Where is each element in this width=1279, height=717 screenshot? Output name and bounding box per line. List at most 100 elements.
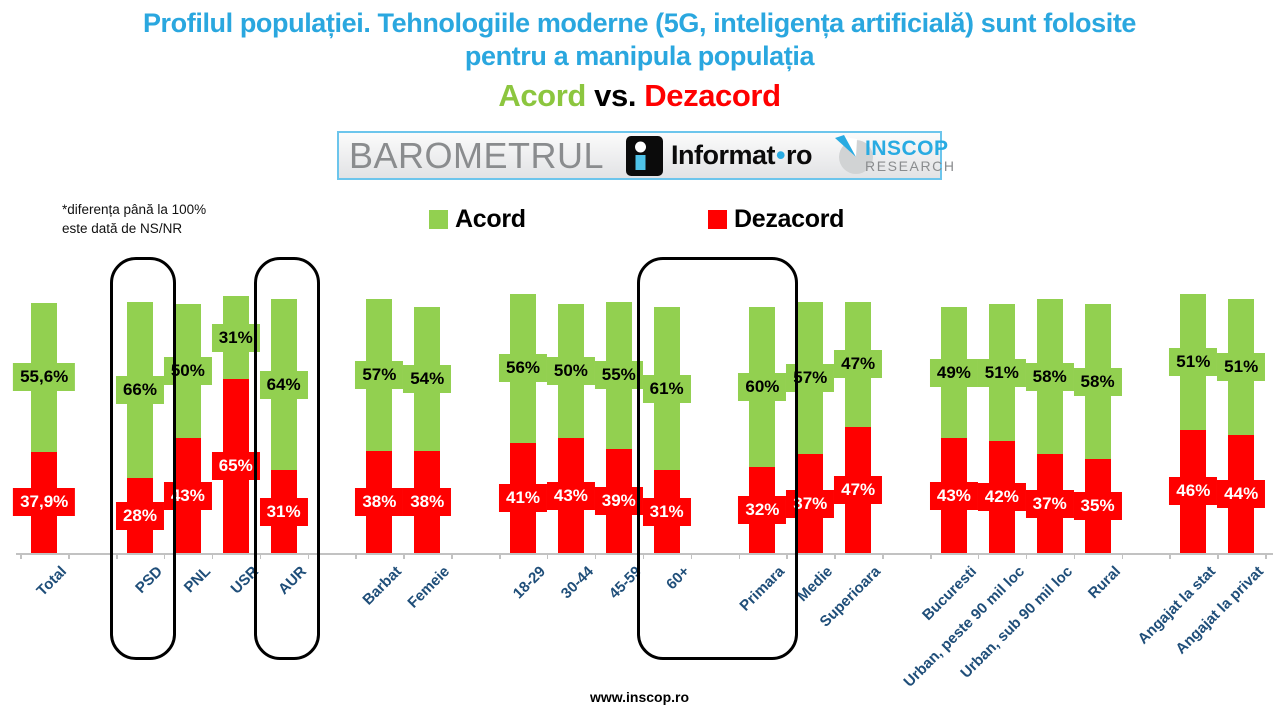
dezacord-value-label: 35% [1073,492,1122,521]
axis-tick [786,553,788,559]
acord-value-label: 60% [738,373,787,402]
dezacord-value-label: 32% [738,496,787,525]
dezacord-value-label: 47% [834,476,883,505]
dezacord-value-label: 43% [546,481,595,510]
acord-value-label: 61% [642,374,691,403]
footnote-line1: *diferența până la 100% [62,202,207,217]
axis-tick [1073,553,1076,559]
axis-tick [977,553,980,559]
dezacord-value-label: 38% [355,488,404,517]
axis-tick [499,553,501,559]
legend-item-acord: Acord [429,205,526,234]
informat-suffix: ro [785,140,813,170]
title-line1: Profilul populației. Tehnologiile modern… [142,8,1137,38]
axis-tick [68,553,70,559]
acord-value-label: 66% [115,375,164,404]
dezacord-value-label: 43% [163,481,212,510]
dezacord-value-label: 43% [929,481,978,510]
informat-i-icon [626,135,664,176]
acord-value-label: 55,6% [13,363,76,392]
informat-wordmark: Informat•ro [671,140,812,171]
dezacord-value-label: 28% [115,501,164,530]
axis-tick [1025,553,1028,559]
highlight-ring [110,257,176,660]
acord-value-label: 31% [211,323,260,352]
barometrul-logo: BAROMETRUL [349,134,605,176]
dezacord-value-label: 42% [977,482,1026,511]
axis-tick [211,553,214,559]
acord-value-label: 55% [594,361,643,390]
axis-tick [259,553,262,559]
dezacord-value-label: 31% [259,497,308,526]
axis-tick [1265,553,1267,559]
acord-value-label: 64% [259,370,308,399]
acord-value-label: 51% [977,358,1026,387]
acord-value-label: 51% [1169,347,1218,376]
acord-value-label: 47% [834,350,883,379]
axis-tick [116,553,118,559]
axis-tick [546,553,549,559]
dezacord-swatch-icon [708,210,727,229]
legend-label-dezacord: Dezacord [734,205,845,233]
axis-tick [1121,553,1123,559]
highlight-ring [636,257,799,660]
acord-value-label: 57% [786,363,835,392]
axis-tick [594,553,597,559]
axis-tick [738,553,740,559]
inscop-wordmark: INSCOP RESEARCH [864,138,956,174]
acord-value-label: 49% [929,358,978,387]
subtitle-acord: Acord [498,78,586,113]
axis-tick [930,553,932,559]
logo-bar: BAROMETRUL Informat•ro INSCOP [337,131,954,180]
dezacord-value-label: 41% [498,484,548,513]
acord-value-label: 50% [546,357,595,386]
footnote-line2: este dată de NS/NR [62,221,183,236]
acord-swatch-icon [429,210,448,229]
title-line2: pentru a manipula populația [464,41,815,71]
acord-value-label: 51% [1217,353,1266,382]
dezacord-value-label: 44% [1217,480,1266,509]
acord-value-label: 54% [403,365,452,394]
informat-word: Informat [671,140,776,170]
dezacord-value-label: 39% [594,486,643,515]
informat-dot-icon: • [776,140,785,170]
informat-logo: Informat•ro [626,135,812,176]
axis-tick [834,553,836,559]
acord-value-label: 56% [498,354,548,383]
axis-tick [20,553,22,559]
legend-label-acord: Acord [455,205,526,233]
subtitle-dezacord: Dezacord [644,78,781,113]
legend-item-dezacord: Dezacord [708,205,844,234]
acord-value-label: 58% [1073,367,1122,396]
axis-tick [1217,553,1219,559]
dezacord-value-label: 46% [1169,477,1218,506]
subtitle-vs: vs. [594,78,637,113]
inscop-research: RESEARCH [864,157,956,174]
dezacord-value-label: 37% [786,489,835,518]
subtitle: Acord vs. Dezacord [0,78,1279,114]
dezacord-value-label: 65% [211,452,260,481]
axis-tick [1169,553,1171,559]
inscop-logo: INSCOP RESEARCH [832,134,956,178]
axis-tick [451,553,453,559]
footnote: *diferența până la 100% este dată de NS/… [62,200,206,238]
axis-tick [690,553,693,559]
footer-url: www.inscop.ro [589,689,690,705]
dezacord-value-label: 31% [642,497,691,526]
dezacord-value-label: 38% [403,488,452,517]
axis-tick [355,553,357,559]
axis-tick [163,553,166,559]
x-axis-line [16,553,1273,555]
page-title: Profilul populației. Tehnologiile modern… [0,7,1279,73]
dezacord-value-label: 37% [1025,489,1074,518]
acord-value-label: 57% [355,361,404,390]
axis-tick [642,553,645,559]
axis-tick [307,553,309,559]
highlight-ring [253,257,320,660]
axis-tick [882,553,884,559]
dezacord-value-label: 37,9% [13,488,76,517]
acord-value-label: 50% [163,357,212,386]
inscop-dial-icon [832,134,876,178]
